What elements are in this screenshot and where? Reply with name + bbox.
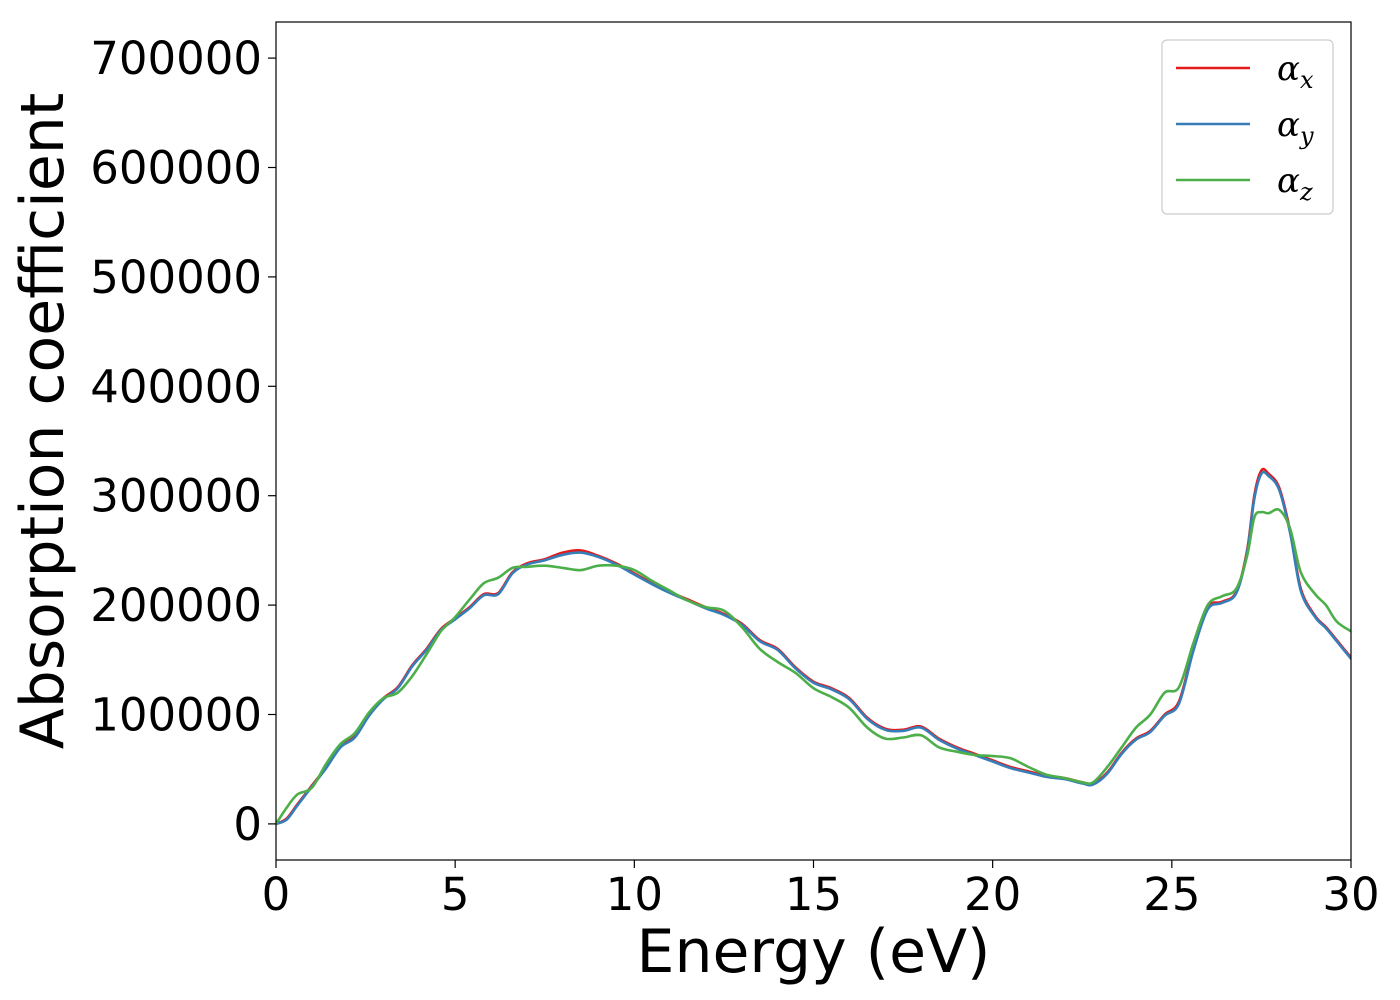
x-tick-label: 30 <box>1322 868 1379 921</box>
legend-symbol: α <box>1277 161 1300 201</box>
x-tick-label: 10 <box>606 868 663 921</box>
y-axis-label: Absorption coefficient <box>8 93 78 750</box>
x-tick-label: 5 <box>441 868 470 921</box>
y-tick-label: 100000 <box>90 688 262 741</box>
y-tick-label: 500000 <box>90 251 262 304</box>
legend-item-z: αz <box>1176 161 1313 206</box>
y-tick-label: 600000 <box>90 142 262 195</box>
legend-subscript: y <box>1299 122 1314 150</box>
y-tick-label: 200000 <box>90 579 262 632</box>
legend-item-x: αx <box>1176 49 1314 94</box>
legend-item-y: αy <box>1176 105 1314 150</box>
series-layer <box>276 467 1351 826</box>
legend-symbol: α <box>1277 105 1300 145</box>
series-line-z <box>276 508 1351 826</box>
y-tick-label: 0 <box>233 798 262 851</box>
legend-symbol: α <box>1277 49 1300 89</box>
legend-label: αz <box>1277 161 1313 206</box>
y-tick-label: 400000 <box>90 360 262 413</box>
y-tick-label: 700000 <box>90 32 262 85</box>
x-tick-label: 0 <box>262 868 291 921</box>
x-tick-label: 15 <box>785 868 842 921</box>
legend-subscript: x <box>1300 66 1314 94</box>
legend-box <box>1161 39 1334 215</box>
legend-label: αx <box>1277 49 1314 94</box>
y-axis-ticks: 0 100000 200000 300000 400000 500000 600000 700… <box>90 32 276 851</box>
y-tick-label: 300000 <box>90 470 262 523</box>
x-axis-ticks: 0 5 10 15 20 25 30 <box>262 860 1380 921</box>
x-tick-label: 25 <box>1143 868 1200 921</box>
x-axis-label: Energy (eV) <box>637 917 991 987</box>
legend-subscript: z <box>1299 178 1313 206</box>
legend-label: αy <box>1277 105 1314 150</box>
x-tick-label: 20 <box>964 868 1021 921</box>
